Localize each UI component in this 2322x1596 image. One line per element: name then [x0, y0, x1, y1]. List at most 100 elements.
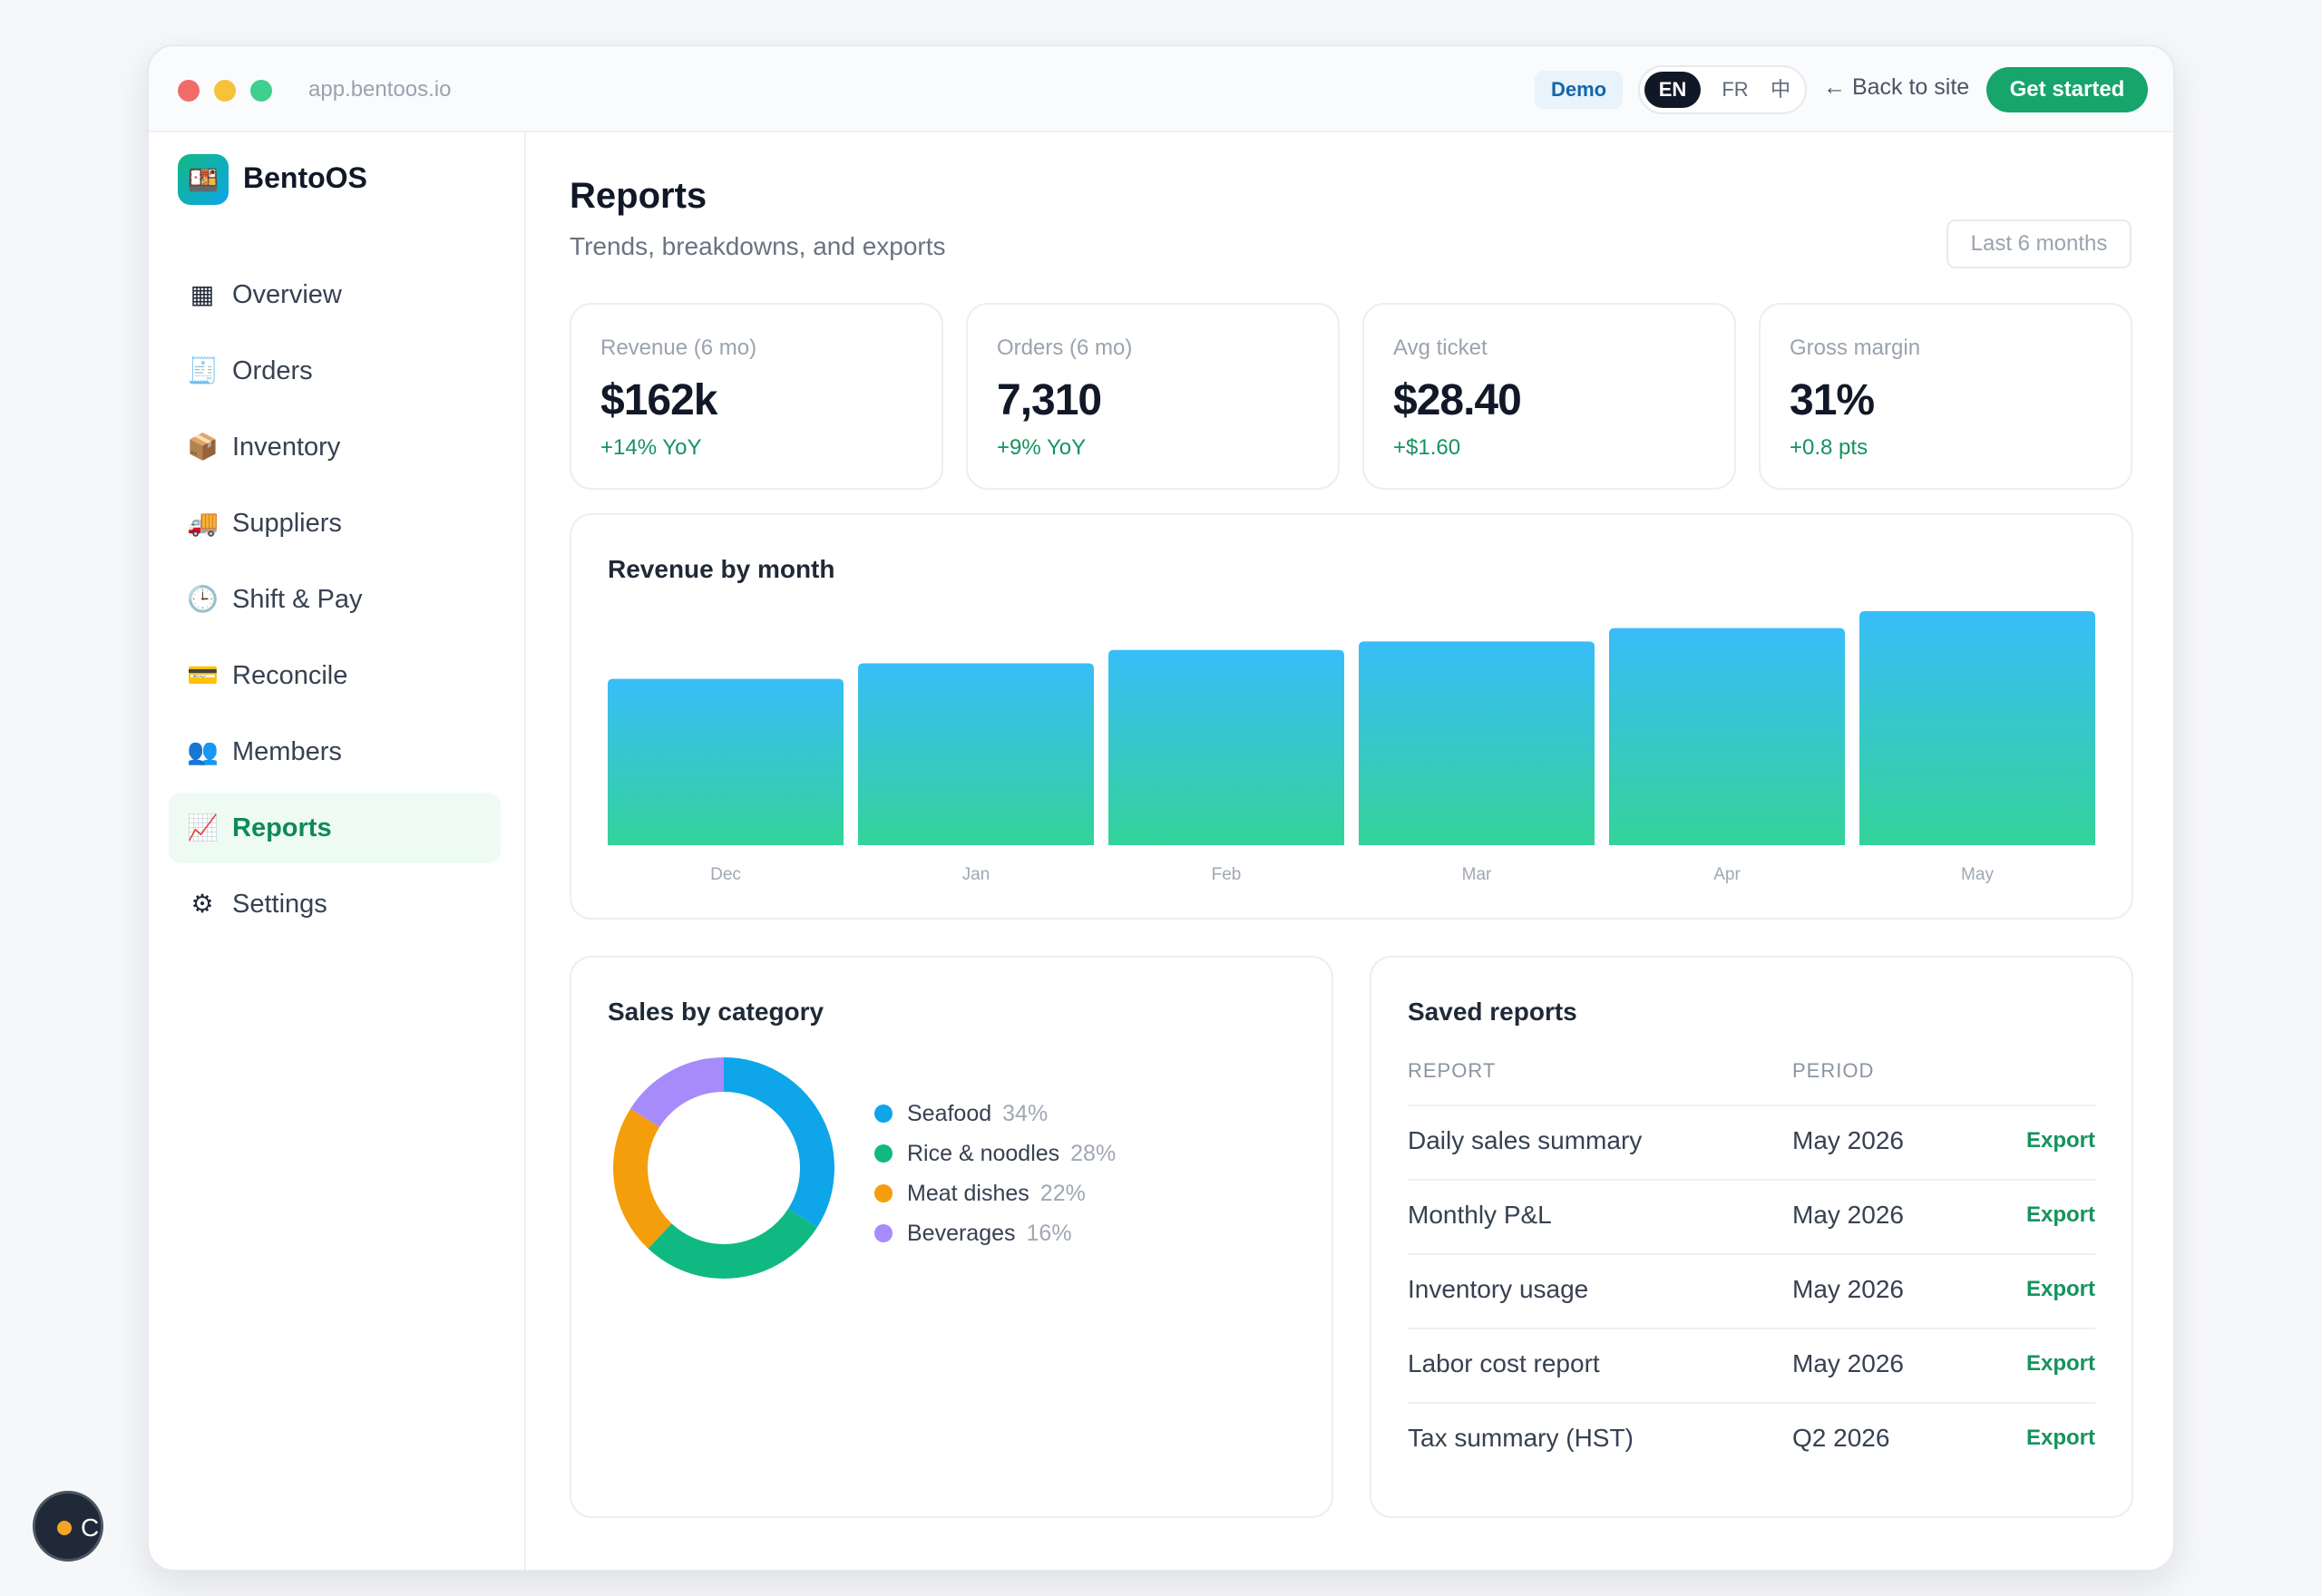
bar-apr[interactable] — [1609, 628, 1845, 845]
table-row: Monthly P&L May 2026 Export — [1408, 1179, 2095, 1253]
category-card-title: Sales by category — [608, 998, 824, 1026]
kpi-value: 7,310 — [997, 376, 1102, 424]
export-button[interactable]: Export — [2025, 1351, 2095, 1376]
row-divider — [1408, 1328, 2095, 1329]
members-icon: 👥 — [187, 737, 219, 765]
sidebar-item-reconcile[interactable]: 💳 Reconcile — [169, 640, 501, 711]
gear-icon: ⚙ — [190, 890, 214, 918]
maximize-window-dot[interactable] — [250, 80, 272, 102]
legend-entry: Meat dishes 22% — [874, 1173, 1116, 1213]
x-tick-label: Jan — [962, 865, 990, 884]
row-divider — [1408, 1105, 2095, 1106]
revenue-card-title: Revenue by month — [608, 555, 835, 583]
sidebar-item-label: Shift & Pay — [232, 585, 363, 614]
bar-feb[interactable] — [1108, 649, 1344, 845]
sidebar-item-orders[interactable]: 🧾 Orders — [169, 336, 501, 406]
url-text: app.bentoos.io — [308, 77, 452, 102]
sidebar-item-reports[interactable]: 📈 Reports — [169, 793, 501, 863]
category-legend: Seafood 34% Rice & noodles 28% Meat dishes 22… — [874, 1094, 1116, 1253]
close-window-dot[interactable] — [178, 80, 200, 102]
sidebar-item-overview[interactable]: ▦ Overview — [169, 259, 501, 330]
x-tick-label: Mar — [1462, 865, 1492, 884]
sidebar: 🍱 BentoOS ▦ Overview 🧾 Orders 📦 Inventory 🚚 Sup… — [149, 132, 526, 1570]
kpi-card: Revenue (6 mo) $162k +14% YoY — [570, 303, 943, 490]
export-button[interactable]: Export — [2025, 1202, 2095, 1227]
legend-label: Rice & noodles — [907, 1141, 1060, 1166]
bar-may[interactable] — [1859, 611, 2095, 845]
lang-en-button[interactable]: EN — [1644, 72, 1701, 108]
kpi-label: Avg ticket — [1393, 336, 1488, 360]
kpi-label: Revenue (6 mo) — [600, 336, 757, 360]
title-bar: app.bentoos.io Demo EN FR 中 ← Back to si… — [149, 46, 2173, 132]
kpi-card: Orders (6 mo) 7,310 +9% YoY — [966, 303, 1340, 490]
donut-slice-meat-dishes[interactable] — [613, 1108, 672, 1249]
legend-entry: Seafood 34% — [874, 1094, 1116, 1134]
row-divider — [1408, 1253, 2095, 1255]
table-row: Inventory usage May 2026 Export — [1408, 1253, 2095, 1328]
sidebar-item-label: Members — [232, 737, 342, 766]
sidebar-item-label: Settings — [232, 890, 327, 919]
sidebar-item-label: Inventory — [232, 433, 341, 462]
brand-name: BentoOS — [243, 161, 367, 194]
main-content: Reports Trends, breakdowns, and exports … — [528, 132, 2173, 1570]
chart-icon: 📈 — [187, 813, 219, 842]
sidebar-item-label: Suppliers — [232, 509, 342, 538]
legend-entry: Beverages 16% — [874, 1213, 1116, 1253]
table-row: Tax summary (HST) Q2 2026 Export — [1408, 1402, 2095, 1476]
legend-label: Meat dishes — [907, 1181, 1029, 1206]
back-to-site-link[interactable]: ← Back to site — [1823, 74, 1970, 100]
minimize-window-dot[interactable] — [214, 80, 236, 102]
kpi-label: Gross margin — [1790, 336, 1921, 360]
bar-jan[interactable] — [858, 663, 1094, 845]
demo-badge: Demo — [1535, 71, 1624, 109]
assistant-launcher-button[interactable]: C — [33, 1491, 103, 1562]
date-range-select[interactable]: Last 6 months — [1946, 219, 2132, 268]
export-button[interactable]: Export — [2025, 1277, 2095, 1301]
lang-fr-button[interactable]: FR — [1722, 78, 1749, 101]
sidebar-item-inventory[interactable]: 📦 Inventory — [169, 412, 501, 482]
legend-percent: 34% — [1002, 1101, 1049, 1126]
legend-percent: 22% — [1039, 1181, 1086, 1206]
sales-by-category-card: Sales by category Seafood 34% Rice & noodl… — [570, 956, 1333, 1518]
x-tick-label: Apr — [1713, 865, 1741, 884]
bento-logo-icon: 🍱 — [178, 154, 229, 205]
receipt-icon: 🧾 — [187, 356, 219, 384]
report-period: May 2026 — [1792, 1201, 1904, 1229]
sidebar-item-settings[interactable]: ⚙ Settings — [169, 869, 501, 939]
language-toggle: EN FR 中 — [1638, 65, 1807, 114]
kpi-value: 31% — [1790, 376, 1875, 424]
export-button[interactable]: Export — [2025, 1426, 2095, 1450]
truck-icon: 🚚 — [187, 509, 219, 537]
x-tick-label: May — [1961, 865, 1994, 884]
clock-icon: 🕒 — [187, 585, 219, 613]
legend-label: Beverages — [907, 1221, 1016, 1246]
kpi-delta: +14% YoY — [600, 435, 702, 460]
legend-swatch — [874, 1224, 893, 1242]
sidebar-item-shift-pay[interactable]: 🕒 Shift & Pay — [169, 564, 501, 635]
sidebar-item-label: Orders — [232, 356, 313, 385]
legend-percent: 28% — [1070, 1141, 1117, 1166]
sidebar-item-label: Reports — [232, 813, 332, 842]
donut-slice-seafood[interactable] — [723, 1057, 834, 1228]
sidebar-item-members[interactable]: 👥 Members — [169, 716, 501, 787]
kpi-delta: +$1.60 — [1393, 435, 1461, 460]
revenue-by-month-card: Revenue by month Dec Jan Feb Mar Apr May — [570, 513, 2133, 920]
assistant-launcher-label: C — [81, 1513, 100, 1542]
card-icon: 💳 — [187, 661, 219, 689]
donut-slice-rice-noodles[interactable] — [648, 1208, 817, 1279]
report-period: Q2 2026 — [1792, 1424, 1890, 1452]
kpi-label: Orders (6 mo) — [997, 336, 1133, 360]
report-name: Monthly P&L — [1408, 1201, 1552, 1229]
x-tick-label: Feb — [1212, 865, 1242, 884]
donut-slice-beverages[interactable] — [629, 1057, 725, 1128]
export-button[interactable]: Export — [2025, 1128, 2095, 1153]
report-period: May 2026 — [1792, 1275, 1904, 1303]
bar-mar[interactable] — [1359, 641, 1595, 845]
saved-reports-card: Saved reports REPORT PERIOD Daily sales … — [1370, 956, 2133, 1518]
kpi-delta: +9% YoY — [997, 435, 1087, 460]
sidebar-item-suppliers[interactable]: 🚚 Suppliers — [169, 488, 501, 559]
bar-dec[interactable] — [608, 678, 844, 845]
get-started-button[interactable]: Get started — [1986, 67, 2148, 112]
lang-zh-button[interactable]: 中 — [1770, 78, 1790, 101]
legend-label: Seafood — [907, 1101, 992, 1126]
